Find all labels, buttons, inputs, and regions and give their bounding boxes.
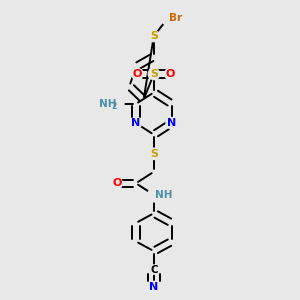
Text: O: O xyxy=(133,69,142,79)
Circle shape xyxy=(165,68,176,80)
Circle shape xyxy=(111,178,122,189)
Circle shape xyxy=(166,118,177,129)
Circle shape xyxy=(148,68,160,80)
Circle shape xyxy=(148,188,162,202)
Text: N: N xyxy=(131,118,140,128)
Text: 2: 2 xyxy=(112,103,117,112)
Circle shape xyxy=(161,11,177,26)
Circle shape xyxy=(132,68,143,80)
Text: O: O xyxy=(166,69,175,79)
Circle shape xyxy=(149,265,158,274)
Text: C: C xyxy=(150,265,158,275)
Text: NH: NH xyxy=(99,99,117,109)
Text: Br: Br xyxy=(169,13,182,23)
Text: N: N xyxy=(167,118,176,128)
Circle shape xyxy=(148,30,160,42)
Text: S: S xyxy=(150,69,158,79)
Circle shape xyxy=(110,97,124,111)
Text: N: N xyxy=(149,282,158,292)
Text: S: S xyxy=(150,149,158,159)
Text: S: S xyxy=(150,31,158,41)
Circle shape xyxy=(148,281,160,292)
Circle shape xyxy=(130,118,142,129)
Text: NH: NH xyxy=(155,190,172,200)
Circle shape xyxy=(148,148,160,160)
Text: O: O xyxy=(112,178,122,188)
